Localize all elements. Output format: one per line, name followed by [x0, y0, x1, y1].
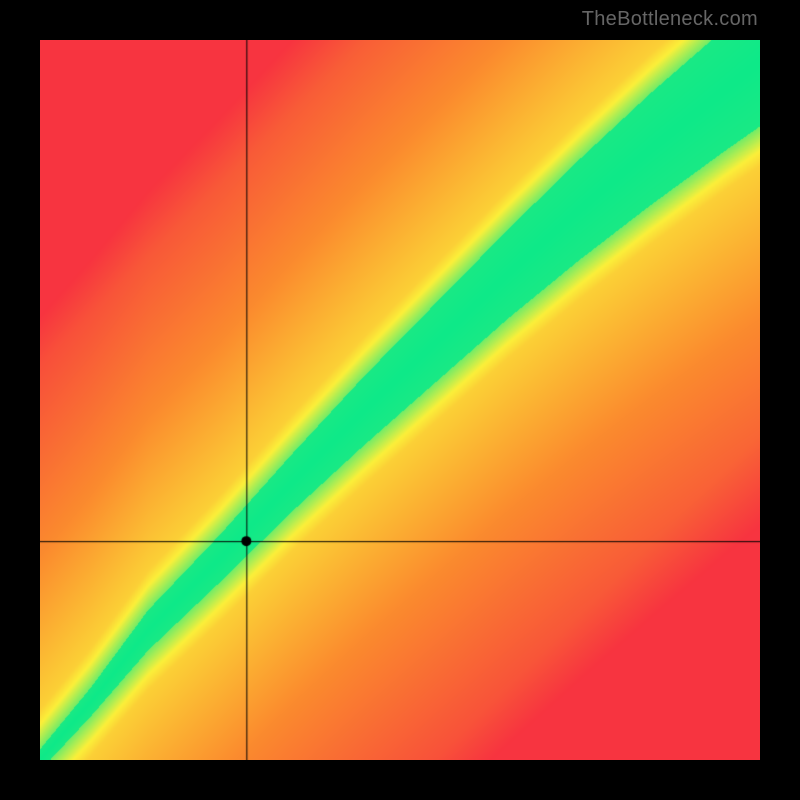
watermark: TheBottleneck.com	[582, 8, 758, 31]
heatmap-canvas	[40, 40, 760, 760]
chart-container: TheBottleneck.com	[0, 0, 800, 800]
